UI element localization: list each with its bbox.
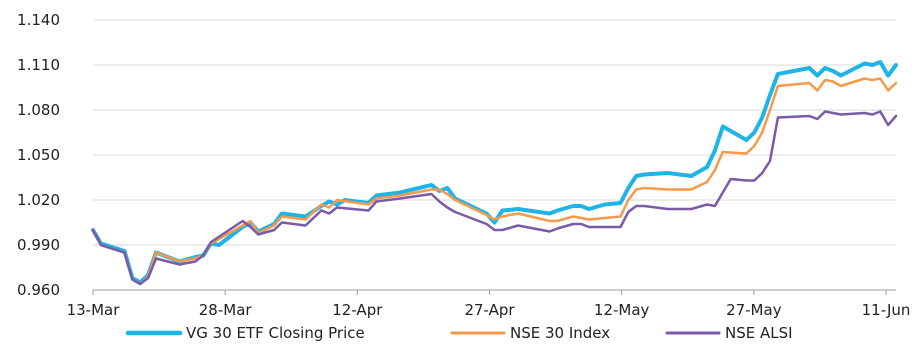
y-tick-label: 1.080 [17, 101, 60, 119]
legend-label: NSE 30 Index [510, 324, 610, 342]
x-tick-label: 12-May [594, 301, 650, 319]
series-lines [91, 60, 898, 286]
legend-label: VG 30 ETF Closing Price [186, 324, 365, 342]
y-tick-label: 0.960 [17, 281, 60, 299]
axes: 0.960 0.990 1.020 1.050 1.080 1.110 1.140 13-Ma… [17, 11, 910, 319]
y-tick-label: 1.050 [17, 146, 60, 164]
series-line-3 [91, 110, 898, 286]
legend-label: NSE ALSI [725, 324, 793, 342]
y-tick-label: 0.990 [17, 236, 60, 254]
x-tick-label: 27-Apr [464, 301, 515, 319]
x-tick-label: 12-Apr [332, 301, 383, 319]
x-tick-label: 13-Mar [67, 301, 121, 319]
y-tick-label: 1.020 [17, 191, 60, 209]
x-tick-label: 27-May [726, 301, 782, 319]
y-tick-label: 1.140 [17, 11, 60, 29]
x-tick-label: 11-Jun [862, 301, 911, 319]
grid-lines [93, 19, 896, 246]
y-tick-label: 1.110 [17, 56, 60, 74]
legend: VG 30 ETF Closing Price NSE 30 Index NSE A… [125, 324, 793, 342]
series-line-2 [91, 77, 898, 286]
series-line-1 [91, 60, 898, 285]
x-tick-label: 28-Mar [199, 301, 253, 319]
